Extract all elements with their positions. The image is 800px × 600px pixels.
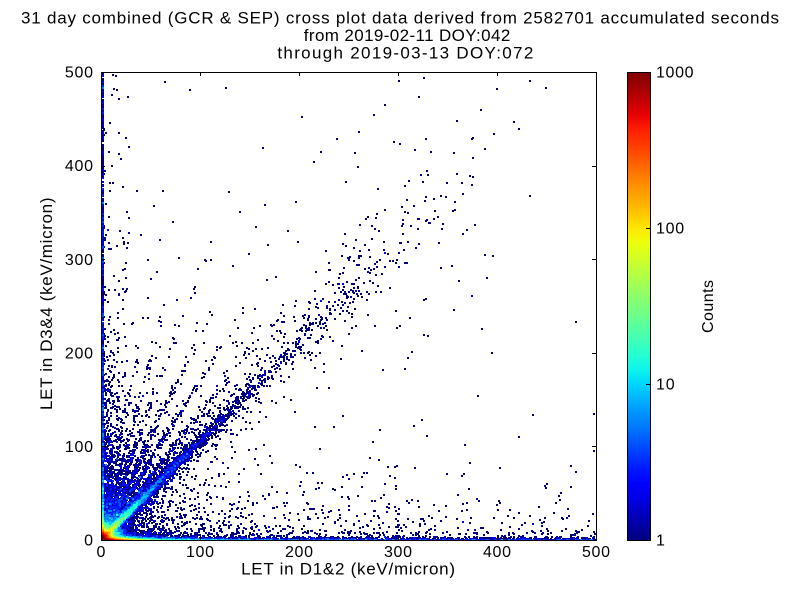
svg-text:500: 500 — [65, 65, 93, 82]
svg-text:1000: 1000 — [656, 65, 694, 82]
svg-text:Counts: Counts — [700, 280, 717, 333]
svg-text:100: 100 — [186, 544, 214, 561]
svg-text:10: 10 — [656, 377, 675, 394]
svg-text:200: 200 — [285, 544, 313, 561]
svg-text:1: 1 — [656, 533, 665, 550]
svg-text:400: 400 — [65, 158, 93, 175]
svg-text:LET in D1&2 (keV/micron): LET in D1&2 (keV/micron) — [241, 560, 455, 579]
svg-text:500: 500 — [582, 544, 610, 561]
svg-text:from 2019-02-11 DOY:042: from 2019-02-11 DOY:042 — [304, 26, 511, 45]
svg-text:100: 100 — [656, 221, 684, 238]
svg-text:0: 0 — [97, 544, 106, 561]
svg-text:31 day combined (GCR & SEP) cr: 31 day combined (GCR & SEP) cross plot d… — [21, 9, 779, 28]
svg-text:300: 300 — [384, 544, 412, 561]
svg-text:through 2019-03-13 DOY:072: through 2019-03-13 DOY:072 — [277, 44, 533, 63]
svg-text:0: 0 — [84, 533, 93, 550]
svg-text:300: 300 — [65, 252, 93, 269]
svg-text:100: 100 — [65, 439, 93, 456]
svg-text:200: 200 — [65, 345, 93, 362]
svg-text:LET in D3&4 (keV/micron): LET in D3&4 (keV/micron) — [37, 198, 56, 411]
svg-text:400: 400 — [483, 544, 511, 561]
